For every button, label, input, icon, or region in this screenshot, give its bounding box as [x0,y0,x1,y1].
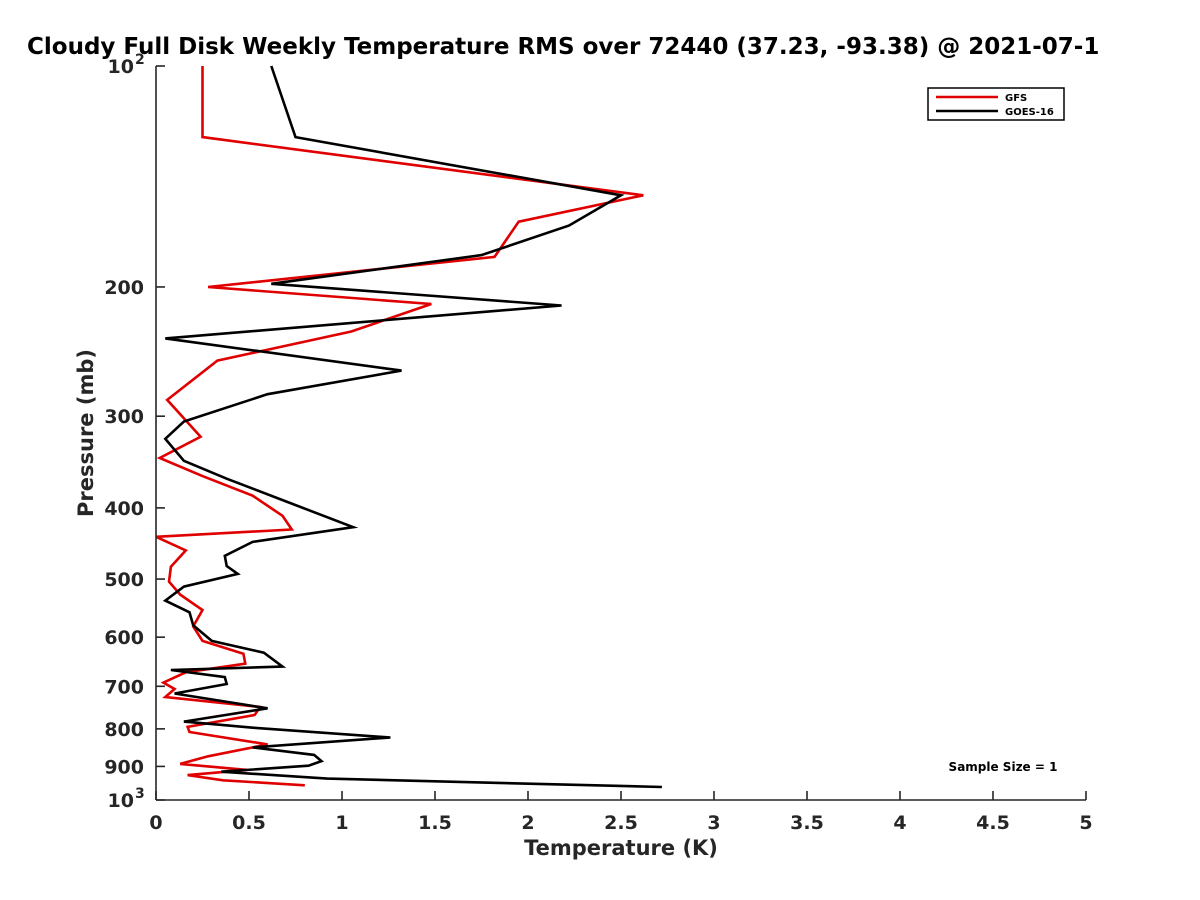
chart-title: Cloudy Full Disk Weekly Temperature RMS … [27,34,1099,60]
y-axis-label: Pressure (mb) [74,349,98,517]
y-tick-label: 800 [104,719,144,741]
y-tick-exponent: 3 [135,786,145,802]
y-tick-label: 600 [104,627,144,649]
x-tick-label: 4 [893,812,906,834]
x-tick-label: 0.5 [232,812,266,834]
x-tick-label: 3.5 [790,812,824,834]
x-tick-label: 1 [335,812,348,834]
sample-size-annotation: Sample Size = 1 [949,760,1058,774]
legend-box [927,87,1065,121]
y-tick-exponent: 2 [135,52,145,68]
legend-label-gfs: GFS [1005,93,1027,104]
series-line-gfs [155,66,644,787]
y-tick-label: 500 [104,569,144,591]
x-tick-label: 1.5 [418,812,452,834]
legend: GFS GOES-16 [927,87,1065,121]
y-tick-label: 10 [108,56,134,78]
y-tick-label: 200 [104,277,144,299]
legend-label-goes16: GOES-16 [1005,107,1054,118]
series-line-goes16 [162,65,662,789]
y-tick-label: 400 [104,498,144,520]
x-tick-label: 4.5 [976,812,1010,834]
y-tick-label: 10 [108,790,134,812]
x-tick-label: 2 [521,812,534,834]
y-tick-label: 300 [104,406,144,428]
y-tick-label: 700 [104,676,144,698]
x-tick-label: 2.5 [604,812,638,834]
x-axis-ticks: 0 0.5 1 1.5 2 2.5 3 3.5 4 4.5 5 [149,791,1093,834]
x-tick-label: 5 [1079,812,1092,834]
y-tick-label: 900 [104,756,144,778]
x-axis-label: Temperature (K) [524,836,718,860]
x-tick-label: 3 [707,812,720,834]
series-layer [155,65,662,789]
x-tick-label: 0 [149,812,162,834]
